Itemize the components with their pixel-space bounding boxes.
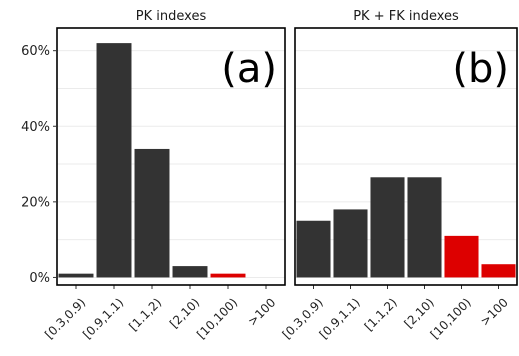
panel-frame <box>294 27 518 286</box>
x-tick-label: [1.1,2) <box>362 295 400 333</box>
y-tick-label: 20% <box>21 195 50 210</box>
x-tick-label: [0.3,0.9) <box>42 295 88 341</box>
x-tick-label: [1.1,2) <box>126 295 164 333</box>
panel-title: PK + FK indexes <box>353 9 459 24</box>
panel-frame <box>56 27 286 286</box>
bar--2-10- <box>407 177 442 278</box>
bar--0-3-0-9- <box>296 220 331 278</box>
bar--10-100- <box>444 235 479 278</box>
bar--1-1-2- <box>134 148 170 278</box>
panel-title: PK indexes <box>136 9 207 24</box>
y-tick-label: 40% <box>21 120 50 135</box>
panel-pk-fk-indexes: PK + FK indexes[0.3,0.9)[0.9,1.1)[1.1,2)… <box>280 9 518 342</box>
x-tick-label: >100 <box>478 295 511 328</box>
x-tick-label: [0.9,1.1) <box>317 295 363 341</box>
bar--1-1-2- <box>370 177 405 278</box>
x-tick-label: >100 <box>245 295 278 328</box>
x-tick-label: [0.9,1.1) <box>80 295 126 341</box>
bar--0-9-1-1- <box>96 43 132 278</box>
panel-label: (a) <box>221 46 277 92</box>
bar--0-3-0-9- <box>58 273 94 278</box>
bar--10-100- <box>210 273 246 278</box>
panel-label: (b) <box>452 46 509 92</box>
bar--2-10- <box>172 266 208 278</box>
x-tick-label: [2,10) <box>167 295 202 330</box>
bar--0-9-1-1- <box>333 209 368 278</box>
bar--100 <box>481 264 516 278</box>
y-tick-label: 0% <box>29 271 50 286</box>
x-tick-label: [2,10) <box>401 295 436 330</box>
panel-pk-indexes: PK indexes [0.3,0.9)[0.9,1.1) [1.1,2) [2,10… <box>21 9 286 342</box>
x-tick-label: [10,100) <box>428 295 474 341</box>
x-tick-label: [10,100) <box>194 295 240 341</box>
y-tick-label: 60% <box>21 44 50 59</box>
